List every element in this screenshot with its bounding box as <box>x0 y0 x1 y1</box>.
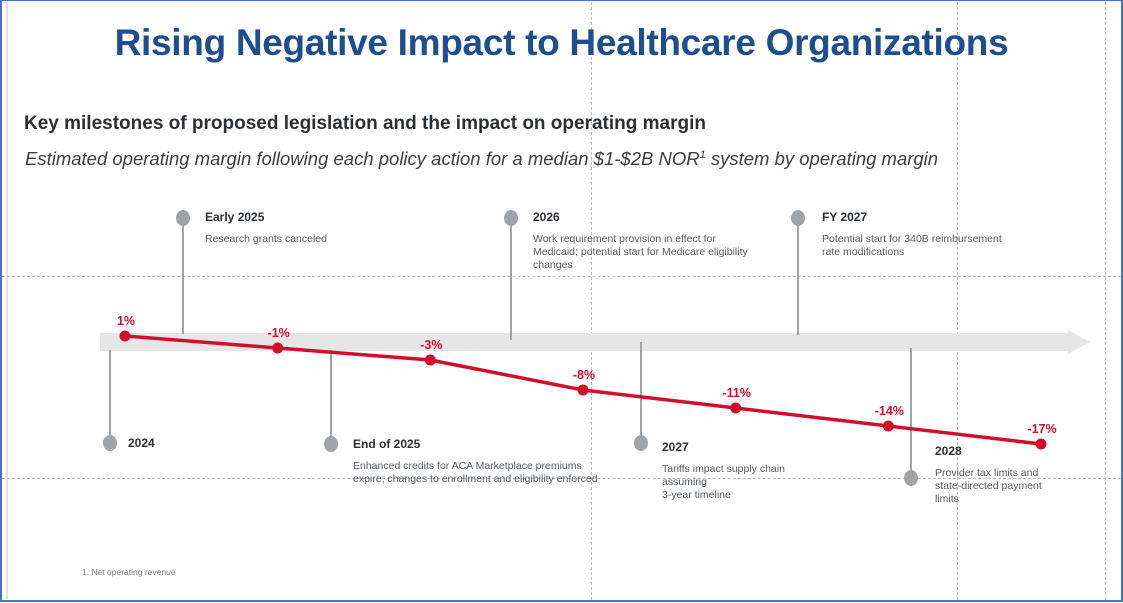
data-point <box>577 384 589 396</box>
page-title: Rising Negative Impact to Healthcare Org… <box>114 22 1009 63</box>
data-point <box>119 330 131 342</box>
footnote-marker: 1 <box>699 148 706 161</box>
milestone-below-4-description: Provider tax limits and state-directed pa… <box>935 467 1042 506</box>
milestone-below-2-pin-icon <box>324 436 338 452</box>
milestone-above-3-description: Potential start for 340B reimbursement ra… <box>822 233 1002 259</box>
description-line: rate modifications <box>822 246 905 258</box>
chart-subtitle: Key milestones of proposed legislation a… <box>24 113 706 134</box>
guide-line-horizontal <box>2 478 1121 479</box>
description-line: state-directed payment <box>935 480 1042 492</box>
milestone-below-1-year: 2024 <box>128 436 155 450</box>
description-line: Potential start for 340B reimbursement <box>822 233 1002 245</box>
milestone-above-2-pin-icon <box>504 210 518 226</box>
milestone-above-2-year: 2026 <box>533 210 560 224</box>
data-label: -17% <box>1027 422 1056 436</box>
description-line: Tariffs impact supply chain <box>662 463 785 475</box>
milestone-above-3-year: FY 2027 <box>822 210 868 224</box>
description-line: Work requirement provision in effect for <box>533 233 716 245</box>
milestone-below-1-pin-icon <box>103 435 117 451</box>
description-line: changes <box>533 259 573 271</box>
milestone-below-4-year: 2028 <box>935 444 962 458</box>
data-point <box>730 402 742 414</box>
description-line: limits <box>935 493 959 505</box>
milestone-below-3-description: Tariffs impact supply chain assuming 3-yea… <box>662 463 785 502</box>
milestone-below-3-pin-icon <box>634 435 648 451</box>
description-line: Enhanced credits for ACA Marketplace pre… <box>353 460 582 472</box>
guide-line-vertical <box>957 2 958 600</box>
frame-inner-edge <box>6 1 8 599</box>
milestone-below-2-year: End of 2025 <box>353 437 421 451</box>
data-label: -3% <box>420 338 442 352</box>
milestone-above-3-pin-icon <box>791 210 805 226</box>
chart-description: Estimated operating margin following eac… <box>25 148 938 170</box>
data-point <box>882 420 894 432</box>
description-text-end: system by operating margin <box>705 148 939 169</box>
description-line: assuming <box>662 476 707 488</box>
data-label: 1% <box>117 314 135 328</box>
milestone-above-1-description: Research grants canceled <box>205 233 327 246</box>
milestone-above-1-pin-icon <box>176 210 190 226</box>
data-point <box>424 354 436 366</box>
footnote: 1. Net operating revenue <box>82 567 176 577</box>
description-line: Provider tax limits and <box>935 467 1039 479</box>
guide-line-horizontal <box>2 276 1121 277</box>
description-line: Medicaid; potential start for Medicare e… <box>533 246 748 258</box>
data-label: -11% <box>722 386 751 400</box>
milestone-below-4-pin-icon <box>904 470 918 486</box>
data-point <box>1035 438 1047 450</box>
milestone-above-1-year: Early 2025 <box>205 210 265 224</box>
milestone-below-2-description: Enhanced credits for ACA Marketplace pre… <box>353 460 598 486</box>
data-point <box>272 342 284 354</box>
milestone-above-2-description: Work requirement provision in effect for… <box>533 233 748 272</box>
guide-line-vertical <box>591 2 592 600</box>
data-label: -14% <box>875 404 904 418</box>
data-label: -8% <box>573 368 595 382</box>
description-line: Research grants canceled <box>205 233 327 245</box>
description-line: expire; changes to enrollment and eligib… <box>353 473 598 485</box>
description-line: 3-year timeline <box>662 489 731 501</box>
data-label: -1% <box>268 326 290 340</box>
timeline-arrow <box>100 330 1090 354</box>
milestone-below-3-year: 2027 <box>662 440 689 454</box>
description-text: Estimated operating margin following eac… <box>25 148 700 169</box>
guide-line-vertical <box>1105 2 1106 600</box>
